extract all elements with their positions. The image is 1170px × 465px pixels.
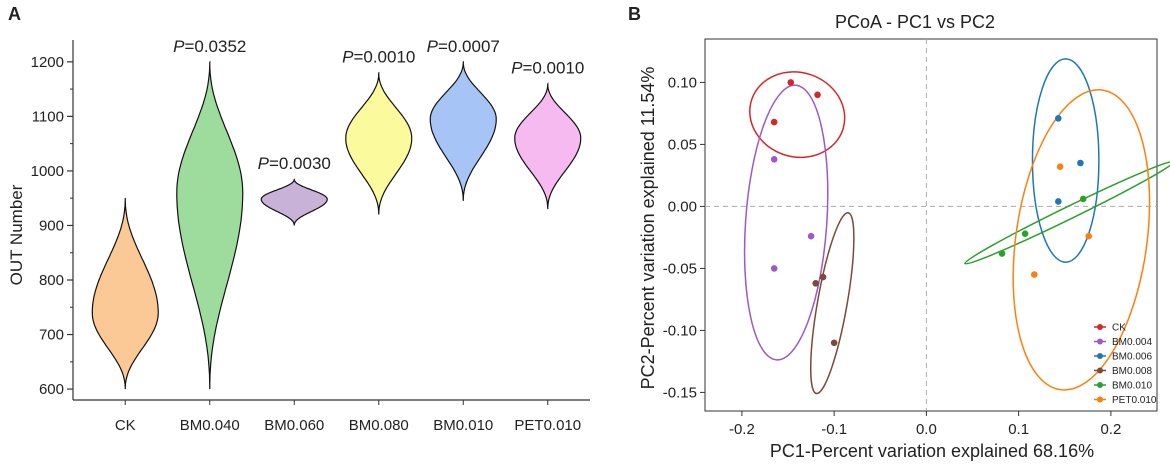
y-tick-label-a: 600 xyxy=(39,381,64,398)
point-ck xyxy=(787,79,795,86)
pcoa-layer: -0.2 -0.1 0.0 0.1 0.2 -0.15 -0.10 -0.05 0.00 0.05… xyxy=(663,39,1170,438)
y-tick-label-b: -0.10 xyxy=(663,322,697,339)
y-axis-title-a: OUT Number xyxy=(7,184,26,285)
point-pet0010 xyxy=(1056,163,1064,171)
x-tick-label-b: 0.1 xyxy=(1008,421,1029,438)
point-bm0004 xyxy=(770,265,778,272)
x-tick-label-b: -0.1 xyxy=(821,421,847,438)
y-tick-label-b: -0.15 xyxy=(663,384,697,401)
x-tick-label-a: BM0.060 xyxy=(264,417,324,434)
violin-bm0040 xyxy=(176,60,244,390)
x-tick-label-a: PET0.010 xyxy=(514,417,581,434)
y-tick-label-b: -0.05 xyxy=(663,260,697,277)
y-tick-label-a: 700 xyxy=(39,327,64,344)
confidence-ellipse-pet0010 xyxy=(1012,89,1151,391)
violin-ck xyxy=(91,197,159,390)
legend-marker xyxy=(1097,367,1103,374)
point-pet0010 xyxy=(1031,271,1038,278)
legend-marker xyxy=(1097,353,1103,359)
x-axis-title-b: PC1-Percent variation explained 68.16% xyxy=(770,441,1094,461)
p-value-label: P=0.0030 xyxy=(258,154,331,173)
y-tick-label-b: 0.10 xyxy=(668,74,697,91)
legend-marker xyxy=(1097,324,1103,330)
x-tick-label-a: CK xyxy=(115,417,136,434)
p-value-label: P=0.0007 xyxy=(427,37,500,56)
confidence-ellipse-ck xyxy=(749,71,846,159)
chart-title-b: PCoA - PC1 vs PC2 xyxy=(835,12,995,32)
point-bm0008 xyxy=(830,339,838,347)
y-tick-label-a: 800 xyxy=(39,272,64,289)
panel-letter-b: B xyxy=(628,4,641,24)
point-bm0010 xyxy=(1021,230,1029,237)
legend-marker xyxy=(1097,382,1103,388)
violin-bm0080 xyxy=(345,71,413,215)
panel-letter-a: A xyxy=(8,4,21,24)
point-bm0008 xyxy=(812,279,819,287)
legend-label: BM0.010 xyxy=(1112,381,1152,392)
confidence-ellipse-bm0006 xyxy=(1031,58,1100,263)
x-tick-label-a: BM0.010 xyxy=(433,417,493,434)
point-bm0004 xyxy=(770,155,778,163)
legend-label: CK xyxy=(1112,323,1126,334)
violin-layer: 600 700 800 900 1000 1100 1200 CK BM0.040 P=0.035… xyxy=(31,37,585,434)
point-bm0010 xyxy=(1079,195,1087,203)
point-bm0006 xyxy=(1054,115,1062,122)
y-tick-label-b: 0.05 xyxy=(668,136,697,153)
y-tick-label-a: 1000 xyxy=(31,163,64,180)
legend-label: BM0.008 xyxy=(1112,366,1152,377)
p-value-label: P=0.0010 xyxy=(342,48,415,67)
confidence-ellipse-bm0008 xyxy=(809,211,855,395)
confidence-ellipse-bm0010 xyxy=(964,160,1170,265)
plot-frame-b xyxy=(704,38,1158,412)
y-tick-label-b: 0.00 xyxy=(668,198,697,215)
p-value-label: P=0.0010 xyxy=(511,59,584,78)
legend-label: BM0.004 xyxy=(1112,337,1152,348)
legend-marker xyxy=(1097,338,1103,345)
legend-label: PET0.010 xyxy=(1112,395,1157,406)
legend-marker xyxy=(1097,396,1103,403)
point-pet0010 xyxy=(1085,232,1093,240)
y-tick-label-a: 1200 xyxy=(31,54,64,71)
violin-pet0010 xyxy=(514,82,582,210)
x-tick-label-a: BM0.080 xyxy=(349,417,409,434)
x-tick-label-b: 0.2 xyxy=(1100,421,1121,438)
y-tick-label-a: 1100 xyxy=(32,108,64,125)
x-tick-label-b: 0.0 xyxy=(916,421,937,438)
point-bm0006 xyxy=(1077,159,1084,167)
point-ck xyxy=(770,118,778,126)
x-tick-label-a: BM0.040 xyxy=(180,417,240,434)
violin-bm0010 xyxy=(429,60,497,201)
y-axis-title-b: PC2-Percent variation explained 11.54% xyxy=(638,67,658,390)
confidence-ellipse-bm0004 xyxy=(743,84,829,361)
x-tick-label-b: -0.2 xyxy=(729,421,755,438)
point-bm0008 xyxy=(819,273,827,281)
violin-bm0060 xyxy=(260,178,328,226)
point-bm0010 xyxy=(998,250,1006,257)
y-tick-label-a: 900 xyxy=(39,217,64,234)
p-value-label: P=0.0352 xyxy=(173,37,246,56)
point-bm0006 xyxy=(1054,198,1062,205)
legend-label: BM0.006 xyxy=(1112,352,1152,363)
point-bm0004 xyxy=(807,232,815,240)
point-ck xyxy=(814,91,821,99)
